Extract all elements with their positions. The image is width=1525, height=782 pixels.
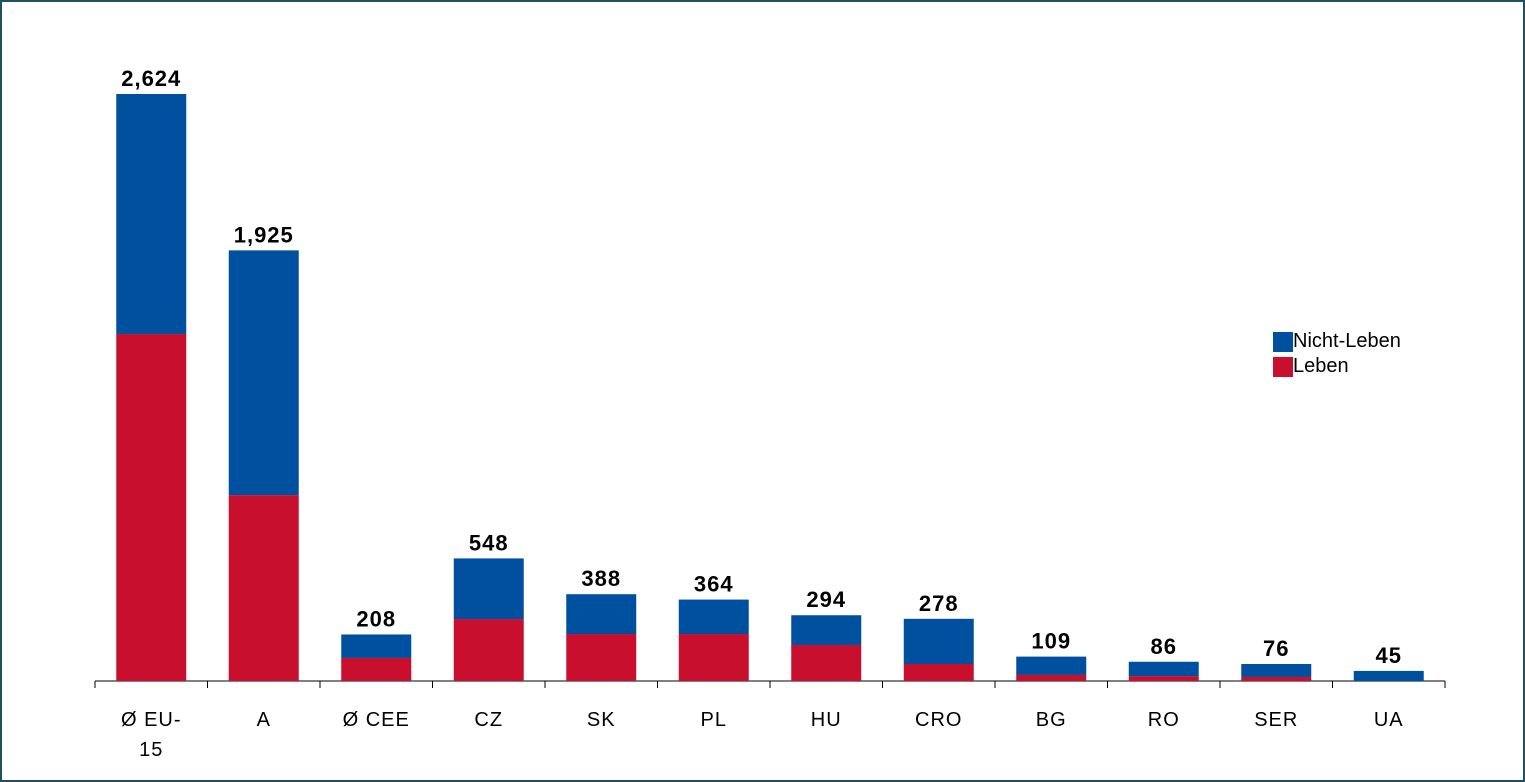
x-tick-label: Ø CEE xyxy=(342,709,410,731)
total-label: 45 xyxy=(1376,643,1402,668)
legend-swatch xyxy=(1273,356,1293,377)
x-tick-label: BG xyxy=(1035,709,1067,731)
x-tick-label: Ø EU-15 xyxy=(120,709,182,761)
bar-segment xyxy=(1353,670,1424,681)
bar-segment xyxy=(903,663,974,681)
legend-swatch xyxy=(1273,331,1293,352)
bar-segment xyxy=(1241,663,1312,677)
total-label: 208 xyxy=(356,606,396,631)
total-label: 2,624 xyxy=(121,66,181,91)
legend-label: Leben xyxy=(1293,355,1349,377)
bar-segment xyxy=(678,634,749,681)
bar-segment xyxy=(228,250,299,496)
bar-segment xyxy=(228,495,299,681)
bar-segment xyxy=(1016,674,1087,681)
bar-segment xyxy=(341,634,412,658)
bar-segment xyxy=(566,634,637,681)
legend-entry: Nicht-Leben xyxy=(1273,330,1401,353)
x-tick-label: PL xyxy=(700,709,727,731)
x-tick-label: SER xyxy=(1254,709,1299,731)
total-label: 548 xyxy=(469,530,509,555)
total-label: 86 xyxy=(1151,634,1177,659)
bar-segment xyxy=(791,615,862,645)
total-label: 109 xyxy=(1031,629,1071,654)
bar-segment xyxy=(903,618,974,664)
x-tick-label: CZ xyxy=(474,709,504,731)
bar-segment xyxy=(791,644,862,681)
bar-segment xyxy=(678,599,749,635)
bar-segment xyxy=(1241,676,1312,681)
bar-segment xyxy=(116,94,187,335)
x-tick-label: CRO xyxy=(915,709,963,731)
bar-segment xyxy=(1016,656,1087,675)
bar-segment xyxy=(453,619,524,681)
x-tick-label: UA xyxy=(1373,709,1404,731)
bar-segment xyxy=(1128,676,1199,681)
x-tick-label: A xyxy=(256,709,271,731)
bar-segment xyxy=(453,558,524,620)
total-label: 76 xyxy=(1263,636,1289,661)
legend-entry: Leben xyxy=(1273,355,1349,378)
total-label: 388 xyxy=(581,566,621,591)
x-tick-label: SK xyxy=(586,709,616,731)
bar-segment xyxy=(1128,661,1199,677)
legend-label: Nicht-Leben xyxy=(1293,330,1401,352)
total-label: 294 xyxy=(806,587,846,612)
x-tick-label: HU xyxy=(810,709,842,731)
bar-segment xyxy=(341,657,412,681)
total-label: 278 xyxy=(919,591,959,616)
bar-segment xyxy=(116,334,187,681)
total-label: 364 xyxy=(694,572,734,597)
bar-segment xyxy=(566,594,637,635)
total-label: 1,925 xyxy=(234,222,294,247)
x-tick-label: RO xyxy=(1147,709,1180,731)
